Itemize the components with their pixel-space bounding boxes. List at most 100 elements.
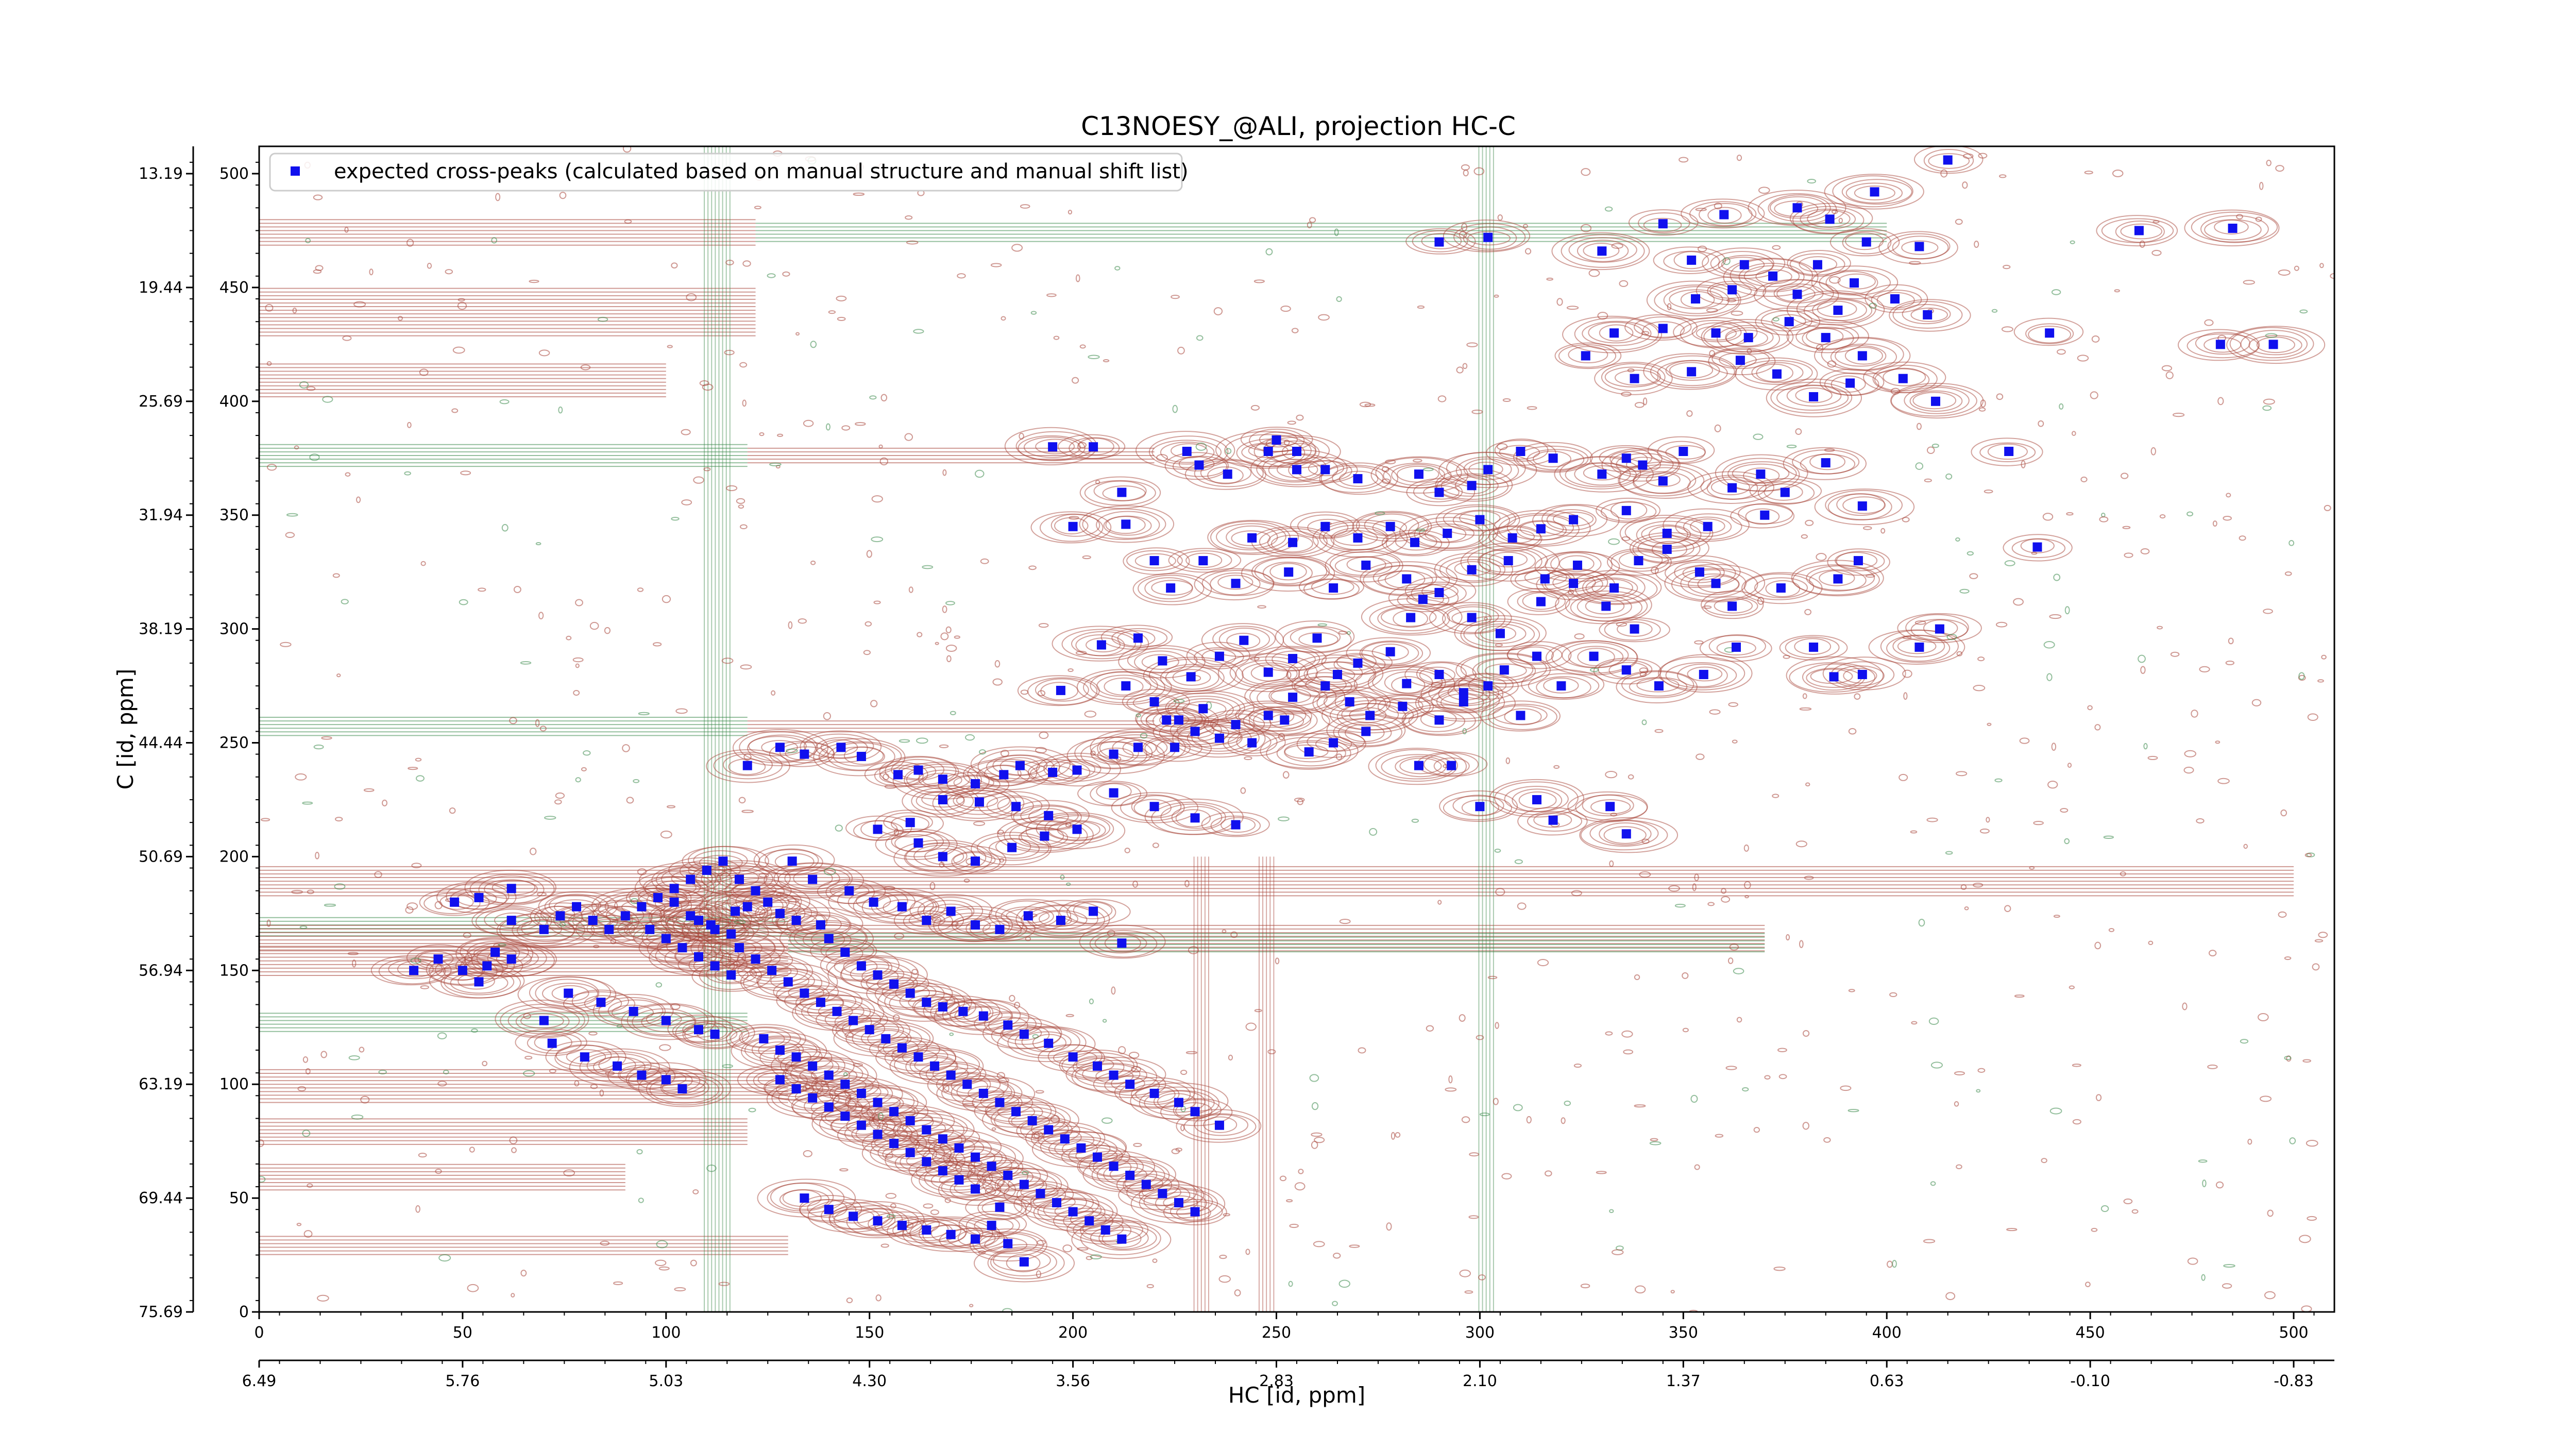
contour-noise — [892, 1014, 900, 1021]
cross-peak-marker — [1068, 521, 1078, 531]
contour-noise — [307, 889, 314, 895]
contour-noise — [334, 817, 343, 822]
contour-ring — [1281, 443, 1317, 461]
cross-peak-marker — [661, 1075, 671, 1085]
cross-peak-marker — [1792, 203, 1802, 213]
contour-noise — [1725, 1066, 1737, 1070]
contour-ring — [607, 1062, 676, 1090]
contour-noise — [2264, 1291, 2276, 1300]
contour-noise — [652, 642, 662, 647]
contour-noise — [1956, 771, 1968, 777]
contour-noise — [1459, 1269, 1471, 1277]
contour-ring — [1854, 185, 1895, 200]
contour-ring — [1835, 345, 1887, 367]
cross-peak-marker — [1935, 624, 1944, 634]
contour-ring — [1721, 458, 1800, 492]
cross-peak-marker — [474, 892, 484, 902]
cross-peak-marker — [971, 1184, 980, 1194]
contour-noise — [297, 1086, 307, 1091]
contour-noise — [2064, 838, 2070, 845]
contour-noise — [803, 419, 814, 427]
contour-noise — [511, 1147, 517, 1153]
contour-ring — [840, 956, 919, 990]
contour-noise — [630, 898, 639, 904]
contour-noise — [1279, 1175, 1287, 1182]
contour-ring — [1902, 304, 1951, 325]
cross-peak-marker — [1694, 567, 1704, 577]
contour-noise — [1102, 1019, 1107, 1023]
contour-ring — [1687, 471, 1774, 504]
contour-ring — [840, 961, 912, 989]
contour-noise — [1065, 1014, 1074, 1017]
contour-noise — [353, 301, 366, 308]
chart-title: C13NOESY_@ALI, projection HC-C — [1081, 111, 1516, 141]
cross-peak-marker — [539, 1016, 549, 1025]
contour-noise — [2201, 1274, 2206, 1281]
contour-ring — [965, 1214, 1020, 1238]
contour-noise — [1899, 773, 1908, 781]
contour-ring — [1774, 200, 1819, 217]
contour-noise — [1686, 410, 1693, 417]
contour-noise — [1772, 317, 1780, 322]
contour-noise — [1313, 1241, 1325, 1248]
contour-ring — [1561, 234, 1645, 268]
contour-noise — [1848, 1108, 1859, 1113]
cross-peak-marker — [702, 865, 711, 875]
cross-peak-marker — [1825, 214, 1835, 224]
contour-noise — [1462, 728, 1467, 735]
contour-noise — [954, 635, 960, 639]
contour-ring — [1872, 364, 1938, 393]
contour-noise — [1494, 848, 1501, 853]
contour-ring — [714, 967, 749, 983]
contour-noise — [945, 644, 957, 652]
contour-ring — [817, 1077, 903, 1111]
contour-noise — [2151, 249, 2162, 256]
contour-ring — [1614, 369, 1659, 386]
contour-ring — [1536, 676, 1591, 699]
contour-ring — [1551, 232, 1650, 271]
contour-ring — [1741, 360, 1813, 385]
contour-noise — [636, 1149, 643, 1155]
contour-noise — [1287, 420, 1296, 425]
contour-noise — [1824, 448, 1835, 452]
contour-noise — [699, 380, 709, 386]
contour-noise — [853, 1063, 863, 1067]
cross-peak-marker — [1812, 260, 1822, 269]
contour-ring — [1186, 642, 1250, 669]
contour-ring — [545, 1040, 626, 1073]
cross-peak-marker — [1809, 392, 1819, 401]
contour-noise — [1411, 818, 1419, 823]
contour-noise — [1963, 153, 1974, 159]
contour-noise — [1294, 1182, 1306, 1191]
contour-noise — [1553, 765, 1560, 769]
cross-peak-marker — [995, 1202, 1005, 1212]
contour-ring — [1618, 464, 1705, 497]
contour-noise — [1020, 204, 1030, 209]
contour-noise — [1019, 432, 1024, 440]
contour-ring — [793, 869, 833, 888]
contour-noise — [1580, 224, 1592, 232]
contour-noise — [839, 1168, 849, 1172]
contour-ring — [1096, 511, 1160, 539]
contour-noise — [280, 642, 292, 647]
contour-noise — [1954, 1101, 1959, 1107]
contour-ring — [1395, 533, 1437, 551]
contour-noise — [1783, 654, 1790, 659]
contour-noise — [1801, 534, 1808, 539]
contour-noise — [1445, 1087, 1457, 1092]
contour-noise — [1338, 1279, 1350, 1288]
contour-noise — [2131, 1209, 2139, 1214]
contour-noise — [344, 227, 349, 233]
contour-noise — [408, 767, 418, 770]
contour-ring — [638, 1069, 732, 1107]
contour-ring — [922, 772, 962, 788]
cross-peak-marker — [1609, 328, 1619, 338]
contour-noise — [885, 1153, 893, 1159]
contour-ring — [2226, 326, 2326, 364]
contour-noise — [1289, 1223, 1299, 1228]
contour-ring — [1175, 809, 1211, 828]
contour-noise — [1616, 622, 1628, 627]
contour-noise — [1902, 517, 1910, 523]
contour-ring — [1841, 179, 1912, 205]
contour-ring — [575, 915, 645, 943]
